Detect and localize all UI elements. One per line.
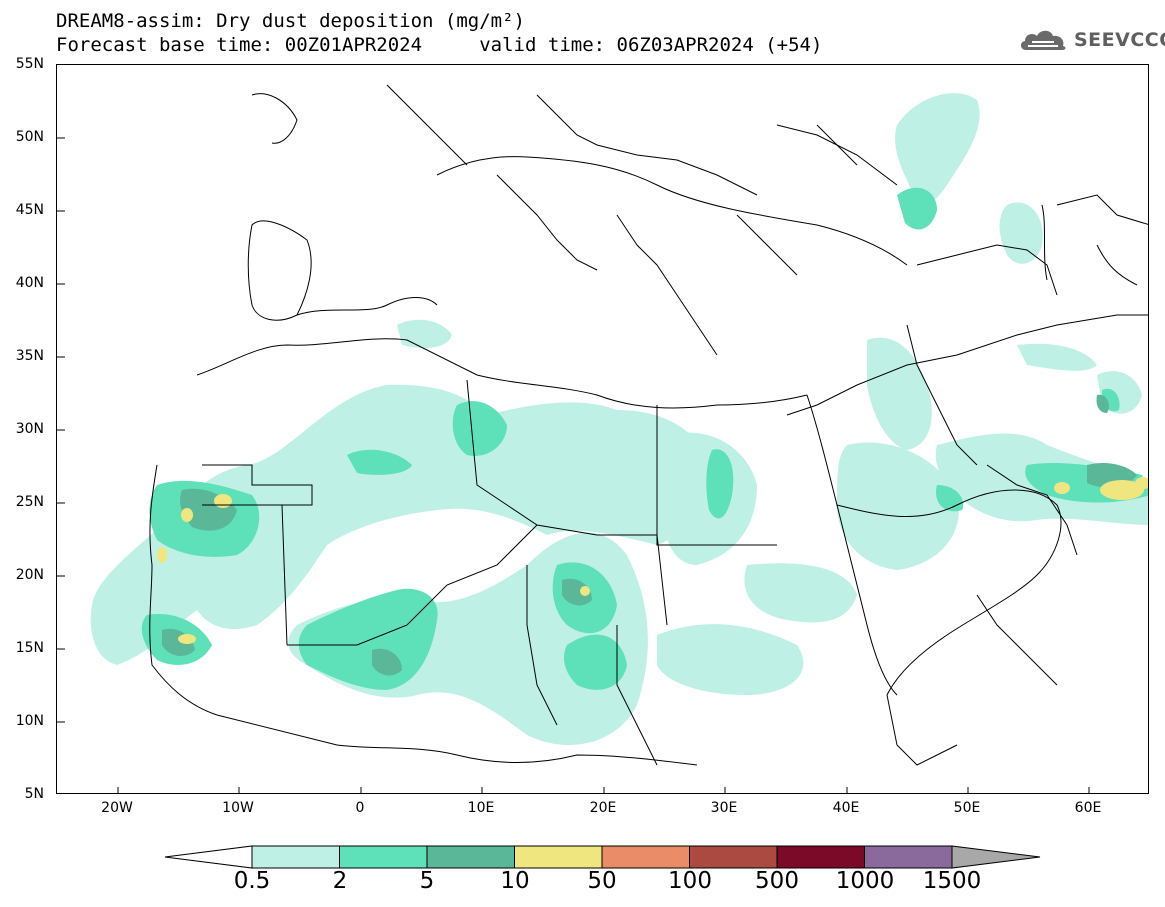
legend-label-5: 100	[668, 868, 712, 894]
legend-color-boxes	[251, 845, 953, 869]
lat-label-10n: 10N	[15, 713, 44, 729]
lon-label-10e: 10E	[467, 800, 495, 816]
legend-low-arrow	[164, 845, 253, 869]
lat-label-20n: 20N	[15, 567, 44, 583]
lat-label-50n: 50N	[15, 129, 44, 145]
legend-color-box-5	[689, 845, 778, 869]
lon-label-20w: 20W	[101, 800, 133, 816]
deposition-contours-high	[157, 477, 1148, 644]
legend-label-0: 0.5	[233, 868, 271, 894]
legend-label-4: 50	[587, 868, 617, 894]
legend-label-1: 2	[332, 868, 348, 894]
legend-label-6: 500	[755, 868, 799, 894]
seevccc-logo: SEEVCCC	[1018, 26, 1165, 54]
lat-label-55n: 55N	[15, 56, 44, 72]
lat-label-45n: 45N	[15, 202, 44, 218]
legend-high-arrow	[951, 845, 1041, 869]
legend-color-box-0	[251, 845, 340, 869]
deposition-contours-dark	[162, 394, 1137, 676]
map-canvas	[57, 84, 1148, 793]
lat-label-30n: 30N	[15, 421, 44, 437]
legend-label-8: 1500	[922, 868, 982, 894]
lat-label-15n: 15N	[15, 640, 44, 656]
legend-color-box-6	[776, 845, 865, 869]
lon-label-10w: 10W	[222, 800, 254, 816]
axis-ticks	[57, 137, 1090, 793]
deposition-contours-medium	[141, 187, 1148, 690]
coastlines-and-borders	[149, 84, 1148, 766]
dust-deposition-map	[56, 64, 1149, 794]
lat-label-5n: 5N	[24, 786, 44, 802]
lon-label-60e: 60E	[1074, 800, 1102, 816]
lon-label-0: 0	[355, 800, 365, 816]
logo-text: SEEVCCC	[1074, 29, 1165, 51]
forecast-times: Forecast base time: 00Z01APR2024 valid t…	[56, 34, 823, 56]
legend-color-box-2	[426, 845, 515, 869]
legend-color-box-7	[864, 845, 953, 869]
legend-label-7: 1000	[835, 868, 895, 894]
lat-label-25n: 25N	[15, 494, 44, 510]
lon-label-20e: 20E	[589, 800, 617, 816]
lat-label-40n: 40N	[15, 275, 44, 291]
map-title: DREAM8-assim: Dry dust deposition (mg/m²…	[56, 10, 525, 32]
lon-label-40e: 40E	[832, 800, 860, 816]
lat-label-35n: 35N	[15, 348, 44, 364]
cloud-logo-icon	[1020, 30, 1066, 50]
legend-color-box-3	[514, 845, 603, 869]
lon-label-50e: 50E	[953, 800, 981, 816]
legend-color-box-4	[601, 845, 690, 869]
legend-label-2: 5	[419, 868, 435, 894]
lon-label-30e: 30E	[710, 800, 738, 816]
legend-label-3: 10	[500, 868, 530, 894]
legend-color-box-1	[339, 845, 428, 869]
